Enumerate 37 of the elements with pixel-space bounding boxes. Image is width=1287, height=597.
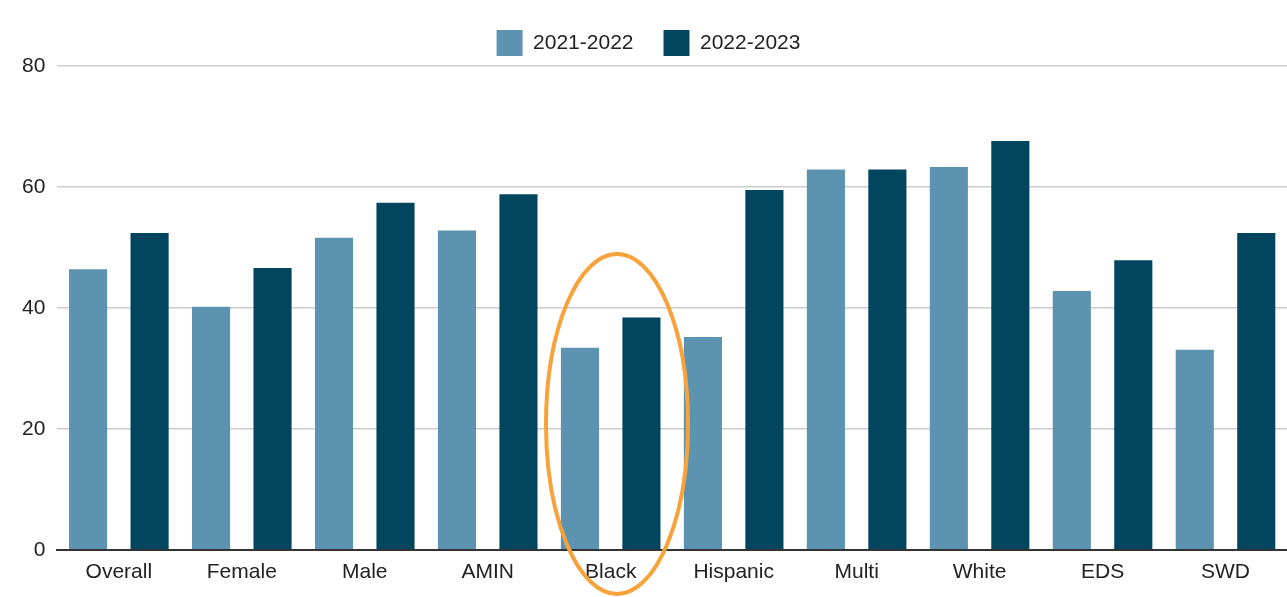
- legend-label: 2021-2022: [533, 29, 634, 53]
- x-tick-label: EDS: [1080, 559, 1125, 583]
- x-tick-label: White: [952, 559, 1007, 583]
- x-tick-label: Female: [206, 559, 277, 583]
- bar: [69, 269, 108, 550]
- x-tick-label: Male: [342, 559, 388, 583]
- y-tick-label: 40: [22, 294, 46, 318]
- y-tick-label: 80: [22, 52, 46, 76]
- y-tick-label: 0: [33, 536, 46, 560]
- bar: [683, 336, 722, 550]
- y-tick-label: 20: [22, 415, 46, 439]
- x-tick-label: Multi: [834, 559, 879, 583]
- bar: [376, 202, 415, 550]
- bar: [314, 237, 354, 550]
- bar: [929, 166, 968, 550]
- bar: [1175, 349, 1214, 550]
- bar: [991, 140, 1030, 550]
- bar: [868, 169, 907, 550]
- bar: [130, 232, 169, 550]
- bar: [1237, 232, 1276, 550]
- legend-label: 2022-2023: [700, 29, 801, 53]
- bar: [499, 194, 538, 550]
- bar: [1114, 260, 1153, 550]
- bar: [253, 267, 292, 550]
- y-tick-label: 60: [22, 173, 46, 197]
- x-tick-label: Hispanic: [693, 559, 774, 583]
- bar: [437, 230, 477, 550]
- x-tick-label: Overall: [85, 559, 153, 583]
- bar: [560, 347, 600, 550]
- x-tick-label: Black: [585, 559, 637, 583]
- x-tick-label: SWD: [1201, 559, 1251, 583]
- bar: [622, 317, 661, 550]
- bar: [745, 189, 784, 550]
- x-tick-label: AMIN: [461, 559, 514, 583]
- bar: [192, 306, 231, 550]
- bar: [806, 169, 845, 550]
- bar: [1052, 290, 1091, 550]
